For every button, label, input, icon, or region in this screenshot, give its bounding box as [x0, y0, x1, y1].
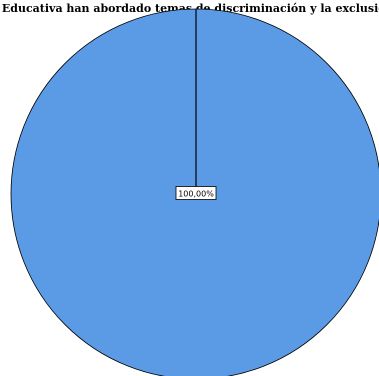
slice-label: 100,00%: [175, 186, 217, 200]
chart-title: udad Educativa han abordado temas de dis…: [0, 2, 379, 15]
slice-label-box: [175, 186, 217, 200]
slice-label-value: 100,00%: [178, 190, 214, 199]
